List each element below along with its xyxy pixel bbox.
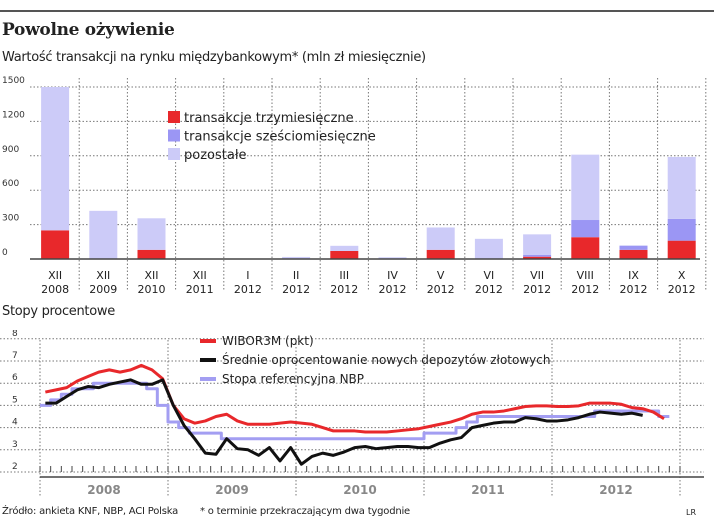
x-tick-label: XII [144,269,158,282]
series-line-2 [40,381,670,441]
x-tick-label: 2011 [471,483,504,497]
x-tick-label: 2010 [138,283,166,296]
x-tick-label: 2012 [379,283,407,296]
bar-segment [330,245,359,251]
bar-segment [41,230,70,259]
x-tick-label: 2012 [475,283,503,296]
y-tick-label: 8 [12,330,18,339]
x-tick-label: VIII [577,269,594,282]
source-note: Źródło: ankieta KNF, NBP, ACI Polska [2,506,179,517]
line-chart: 2 3 4 5 6 7 8 2008 2009 2010 2011 2012 WIBOR3M (pkt)… [0,330,704,497]
legend-label: transakcje sześciomiesięczne [184,130,376,145]
x-tick-label: 2012 [620,283,648,296]
bar-segment [474,238,503,259]
x-tick-label: III [339,269,349,282]
y-tick-label: 4 [12,418,18,428]
y-tick-label: 5 [12,395,18,405]
bar-chart: 030060090012001500XII2008XII2009XII2010X… [2,76,707,296]
x-tick-label: 2012 [523,283,551,296]
x-tick-label: VI [484,269,495,282]
bar-segment [523,254,552,257]
x-tick-label: XII [48,269,62,282]
x-tick-label: 2012 [571,283,599,296]
y-tick-label: 2 [12,462,18,472]
line-chart-title: Stopy procentowe [2,304,115,319]
y-tick-label: 6 [12,373,18,383]
bar-segment [137,218,166,250]
x-tick-label: 2009 [215,483,248,497]
bar-segment [137,249,166,259]
x-tick-label: 2012 [282,283,310,296]
bar-segment [523,234,552,255]
legend-label: Średnie oprocentowanie nowych depozytów … [222,352,550,367]
y-tick-label: 300 [2,214,19,224]
series-line-1 [45,378,643,466]
page-title: Powolne ożywienie [2,20,175,40]
x-tick-label: IV [387,269,398,282]
y-tick-label: 900 [2,145,19,155]
legend-label: WIBOR3M (pkt) [222,334,314,348]
series-line-0 [45,363,665,434]
x-tick-label: 2009 [89,283,117,296]
bar-segment [426,249,455,259]
y-tick-label: 600 [2,179,19,189]
y-tick-label: 1200 [2,110,25,120]
y-tick-label: 7 [12,351,18,361]
x-tick-label: XII [96,269,110,282]
x-tick-label: 2010 [343,483,376,497]
bar-segment [378,257,407,259]
legend-swatch [168,129,180,142]
x-tick-label: 2012 [599,483,632,497]
bar-segment [89,210,118,259]
x-tick-label: 2008 [41,283,69,296]
bar-segment [41,87,70,231]
legend-swatch [168,148,180,160]
x-tick-label: XII [193,269,207,282]
y-tick-label: 1500 [2,76,25,86]
x-tick-label: V [437,269,445,282]
bar-chart-title: Wartość transakcji na rynku międzybankow… [2,50,426,65]
x-tick-label: X [678,269,686,282]
bar-segment [667,218,696,241]
top-rule [0,10,714,12]
x-tick-label: 2012 [668,283,696,296]
bar-segment [571,220,600,238]
credit: LR [686,508,697,517]
bar-segment [619,245,648,246]
legend-label: pozostałe [184,148,247,163]
legend-label: transakcje trzymiesięczne [184,111,354,126]
bar-segment [523,256,552,259]
bar-segment [619,249,648,259]
bar-segment [619,245,648,250]
y-tick-label: 3 [12,440,18,450]
legend-label: Stopa referencyjna NBP [222,372,364,386]
legend-swatch [168,111,180,123]
x-tick-label: VII [530,269,544,282]
x-tick-label: I [246,269,249,282]
bar-segment [667,240,696,259]
bar-segment [426,227,455,250]
x-tick-label: II [293,269,300,282]
bar-segment [282,256,311,259]
bar-segment [571,237,600,259]
x-tick-label: 2012 [330,283,358,296]
x-tick-label: 2011 [186,283,214,296]
x-tick-label: 2012 [427,283,455,296]
x-tick-label: 2012 [234,283,262,296]
bar-segment [667,156,696,219]
bar-segment [330,250,359,259]
x-tick-label: IX [628,269,639,282]
bar-segment [571,154,600,221]
footnote: * o terminie przekraczającym dwa tygodni… [200,506,411,517]
x-tick-label: 2008 [87,483,120,497]
y-tick-label: 0 [2,248,8,258]
